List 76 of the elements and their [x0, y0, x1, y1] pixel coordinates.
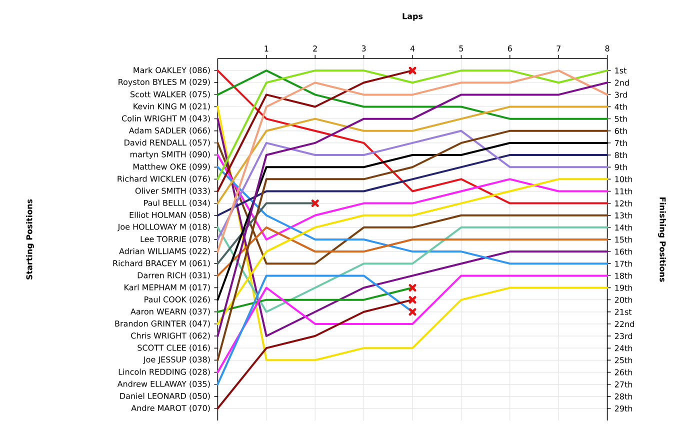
- text: Colin WRIGHT M (043): [122, 115, 210, 122]
- x-axis-title: Laps: [402, 13, 423, 21]
- y-tick-label: 28th: [614, 393, 632, 400]
- y-axis-title: Finishing Positions: [658, 198, 666, 282]
- y-tick-label: 19th: [615, 284, 632, 291]
- y-tick-label: 1st: [615, 68, 627, 74]
- x-tick-label: 7: [556, 46, 560, 52]
- y-tick-label: 29th: [614, 405, 632, 412]
- point: [311, 200, 319, 208]
- text: Richard BRACEY M (061): [113, 260, 210, 268]
- y-tick-label: 9th: [614, 164, 627, 170]
- x-tick-label: 4: [410, 46, 415, 52]
- y-tick-label: 10th: [615, 176, 632, 182]
- y-tick-label: 24th: [614, 345, 632, 352]
- text: Brandon GRINTER (047): [115, 320, 210, 328]
- text: Richard WICKLEN (076): [118, 176, 210, 183]
- point: [408, 66, 416, 74]
- text: Matthew OKE (099): [133, 164, 210, 171]
- y-tick-label: 3rd: [614, 92, 627, 98]
- y-tick-label: 25th: [614, 357, 632, 364]
- text: Mark OAKLEY (086): [134, 67, 210, 74]
- text: Lincoln REDDING (028): [118, 368, 210, 376]
- y-tick-label: 14th: [615, 224, 632, 230]
- text: Joe HOLLOWAY M (018): [117, 224, 210, 232]
- x-tick-label: 2: [313, 46, 317, 52]
- y-tick-label: 11th: [615, 188, 632, 194]
- text: Kevin KING M (021): [134, 103, 210, 110]
- text: Aaron WEARN (037): [130, 308, 210, 316]
- y-tick-label: 26th: [614, 369, 632, 376]
- y-tick-label: 20th: [614, 296, 632, 303]
- text: Adam SADLER (066): [128, 127, 210, 134]
- y-tick-label: 2nd: [614, 80, 629, 86]
- y-tick-label: 16th: [615, 248, 632, 255]
- text: Daniel LEONARD (050): [120, 392, 210, 400]
- text: Karl MEPHAM M (017): [124, 284, 210, 292]
- line-series: [216, 70, 608, 253]
- y-tick-label: 17th: [615, 260, 632, 267]
- y-tick-label: 15th: [615, 236, 632, 243]
- text: Chris WRIGHT (062): [131, 332, 210, 340]
- y-tick-label: 12th: [615, 200, 632, 206]
- x-tick-label: 5: [459, 46, 464, 52]
- text: Darren RICH (031): [138, 272, 210, 280]
- text: Scott WALKER (075): [130, 91, 210, 98]
- x-tick-label: 3: [362, 45, 366, 52]
- text: martyn SMITH (090): [130, 151, 210, 159]
- text: Elliot HOLMAN (058): [130, 212, 210, 219]
- text: Oliver SMITH (033): [135, 188, 210, 195]
- text: Lee TORRIE (078): [140, 236, 210, 244]
- text: David RENDALL (057): [124, 139, 210, 147]
- text: SCOTT CLEE (016): [138, 344, 210, 352]
- text: Andrew ELLAWAY (035): [117, 380, 210, 388]
- text: Joe JESSUP (038): [143, 356, 210, 364]
- line-series: [216, 154, 608, 240]
- y-tick-label: 21st: [614, 308, 632, 315]
- y-tick-label: 18th: [615, 272, 632, 279]
- x-tick-label: 1: [264, 46, 268, 52]
- y-tick-label: 4th: [614, 104, 627, 110]
- text: Paul COOK (026): [144, 296, 210, 304]
- point: [408, 284, 416, 292]
- y-tick-label: 6th: [614, 128, 627, 134]
- point: [408, 296, 416, 304]
- y-tick-label: 23rd: [614, 332, 632, 340]
- text: Starting Positions: [26, 199, 34, 280]
- text: Adrian WILLIAMS (022): [119, 248, 210, 256]
- x-tick-label: 8: [605, 45, 610, 52]
- x-tick-label: 6: [508, 45, 512, 52]
- point: [408, 308, 416, 316]
- text: Paul BELLL (034): [144, 200, 210, 207]
- y-tick-label: 8th: [614, 152, 627, 158]
- y-tick-label: 5th: [614, 116, 627, 122]
- text: Andre MAROT (070): [131, 404, 210, 412]
- y-tick-label: 22nd: [614, 320, 634, 328]
- y-tick-label: 7th: [614, 140, 627, 146]
- y-tick-label: 13th: [615, 212, 632, 218]
- text: Royston BYLES M (029): [118, 78, 210, 86]
- y-tick-label: 27th: [614, 381, 632, 388]
